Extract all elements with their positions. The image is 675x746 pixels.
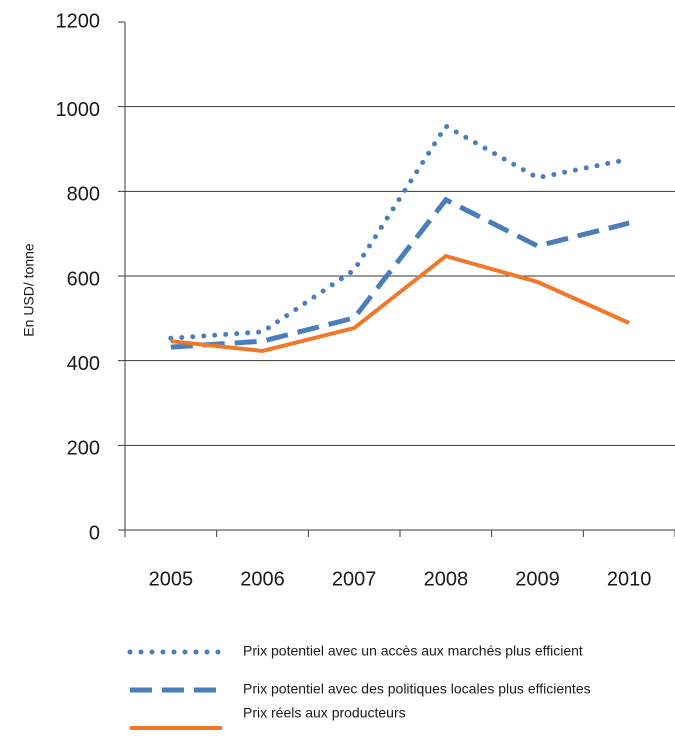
- series-line: [168, 122, 632, 341]
- y-axis-label: En USD/ tonne: [21, 243, 37, 337]
- y-tick-label: 200: [67, 438, 100, 460]
- y-tick-label: 400: [67, 353, 100, 375]
- series-line: [170, 196, 630, 350]
- x-tick-label: 2005: [149, 568, 194, 590]
- legend-label: Prix réels aux producteurs: [243, 705, 406, 721]
- x-tick-label: 2006: [240, 568, 285, 590]
- y-tick-label: 600: [67, 268, 100, 290]
- x-tick-label: 2008: [424, 568, 469, 590]
- y-tick-label: 1000: [56, 99, 101, 121]
- legend-label: Prix potentiel avec un accès aux marchés…: [243, 643, 583, 659]
- legend-label: Prix potentiel avec des politiques local…: [243, 681, 591, 697]
- y-tick-label: 1200: [56, 10, 101, 32]
- x-tick-label: 2009: [515, 568, 560, 590]
- x-tick-label: 2010: [607, 568, 652, 590]
- y-tick-label: 800: [67, 184, 100, 206]
- y-tick-label: 0: [89, 522, 100, 544]
- series-line: [170, 253, 630, 353]
- x-tick-label: 2007: [332, 568, 377, 590]
